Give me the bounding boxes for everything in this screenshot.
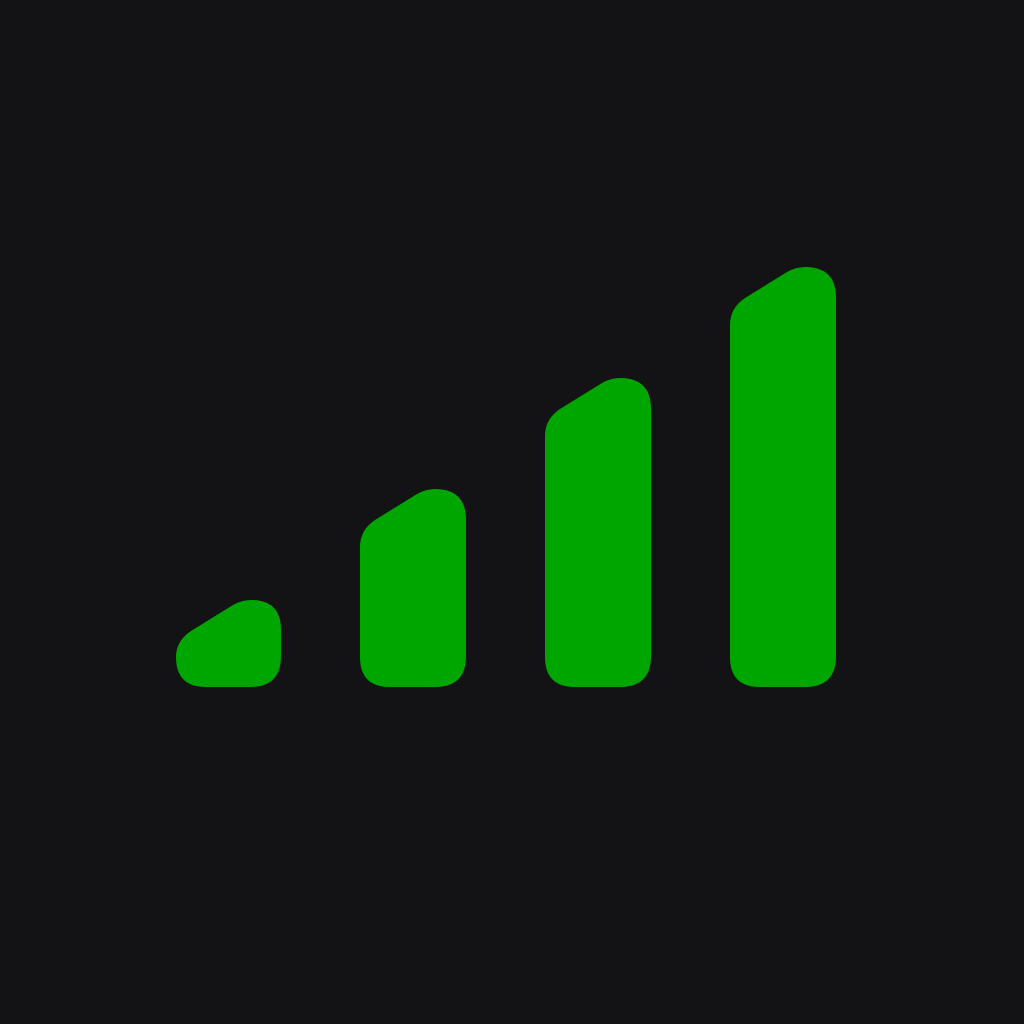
signal-bar-4: [730, 267, 836, 687]
signal-bar-3: [545, 378, 651, 687]
signal-bar-1: [176, 600, 281, 687]
signal-bar-2: [360, 489, 466, 687]
